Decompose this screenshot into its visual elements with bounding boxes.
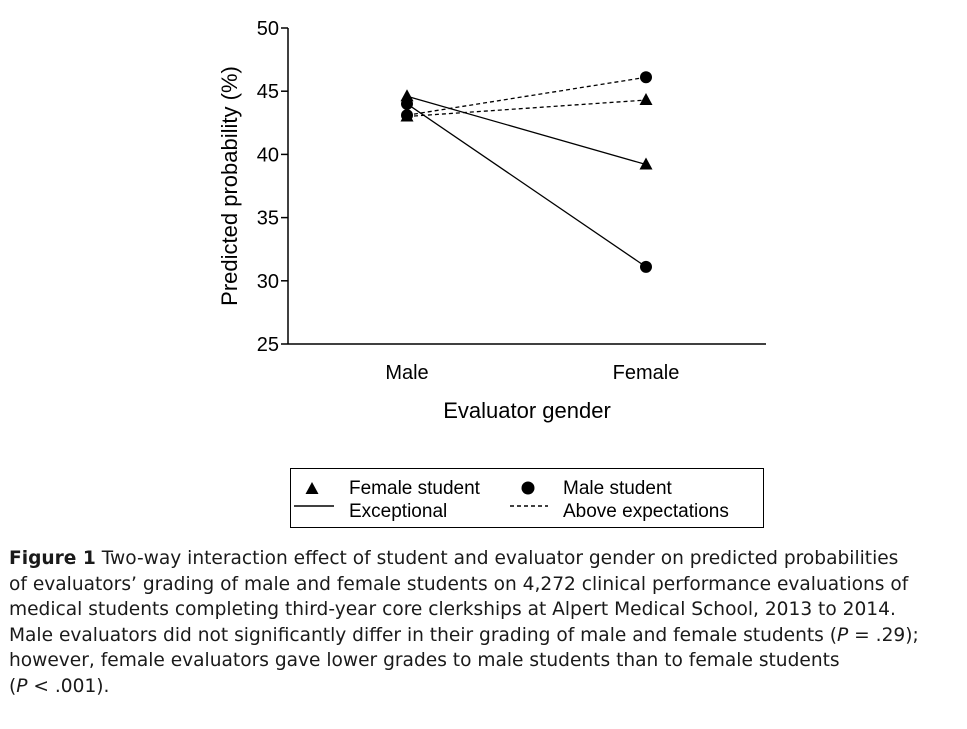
caption-text-1: Two-way interaction effect of student an…	[95, 548, 899, 569]
caption-line-6: (P < .001).	[9, 674, 964, 700]
y-tick-label: 50	[257, 18, 279, 40]
triangle-marker-icon	[305, 482, 319, 494]
circle-data-point	[401, 97, 413, 110]
figure-label: Figure 1	[9, 548, 96, 569]
caption-text-6a: (	[9, 675, 17, 697]
y-tick-label: 30	[257, 271, 279, 293]
p-symbol: P	[16, 675, 28, 697]
chart-axes: 25 30 35 40 45 50 Male Female	[257, 18, 766, 384]
y-axis-label: Predicted probability (%)	[217, 66, 242, 306]
legend-above-expectations: Above expectations	[563, 501, 729, 522]
caption-text-4a: Male evaluators did not significantly di…	[9, 624, 838, 646]
circle-data-point	[401, 109, 413, 122]
caption-line-3: medical students completing third-year c…	[9, 599, 896, 621]
legend-exceptional: Exceptional	[349, 501, 448, 522]
circle-data-point	[640, 260, 652, 273]
circle-marker-icon	[521, 481, 535, 495]
series-line	[406, 76, 647, 116]
circle-data-point	[640, 71, 652, 84]
solid-line-icon	[294, 505, 334, 507]
y-tick-label: 25	[257, 334, 279, 356]
figure-caption: Figure 1 Two-way interaction effect of s…	[9, 546, 964, 700]
x-tick-label: Female	[613, 362, 680, 384]
legend-female-student: Female student	[349, 478, 480, 499]
caption-line-2: of evaluators’ grading of male and femal…	[9, 573, 909, 595]
caption-line-1: Figure 1 Two-way interaction effect of s…	[9, 546, 964, 572]
triangle-data-point	[639, 93, 653, 106]
caption-text-6b: < .001).	[27, 675, 110, 697]
series-line	[406, 103, 647, 268]
y-tick-label: 45	[257, 81, 279, 103]
y-tick-label: 35	[257, 208, 279, 230]
x-axis-label: Evaluator gender	[443, 398, 611, 423]
triangle-data-point	[639, 157, 653, 170]
dashed-line-icon	[510, 505, 548, 507]
x-tick-label: Male	[385, 362, 428, 384]
caption-text-4b: = .29);	[848, 624, 919, 646]
legend: Female student Male student Exceptional …	[290, 468, 764, 528]
caption-line-4: Male evaluators did not significantly di…	[9, 623, 964, 649]
y-tick-label: 40	[257, 144, 279, 166]
series-line	[406, 95, 647, 166]
legend-male-student: Male student	[563, 478, 672, 499]
triangle-data-point	[400, 89, 414, 102]
line-chart: 25 30 35 40 45 50 Male Female Predicted probabi…	[217, 18, 766, 423]
chart-series	[400, 71, 653, 273]
p-symbol: P	[837, 624, 849, 646]
series-line	[406, 99, 647, 118]
caption-line-5: however, female evaluators gave lower gr…	[9, 650, 840, 672]
